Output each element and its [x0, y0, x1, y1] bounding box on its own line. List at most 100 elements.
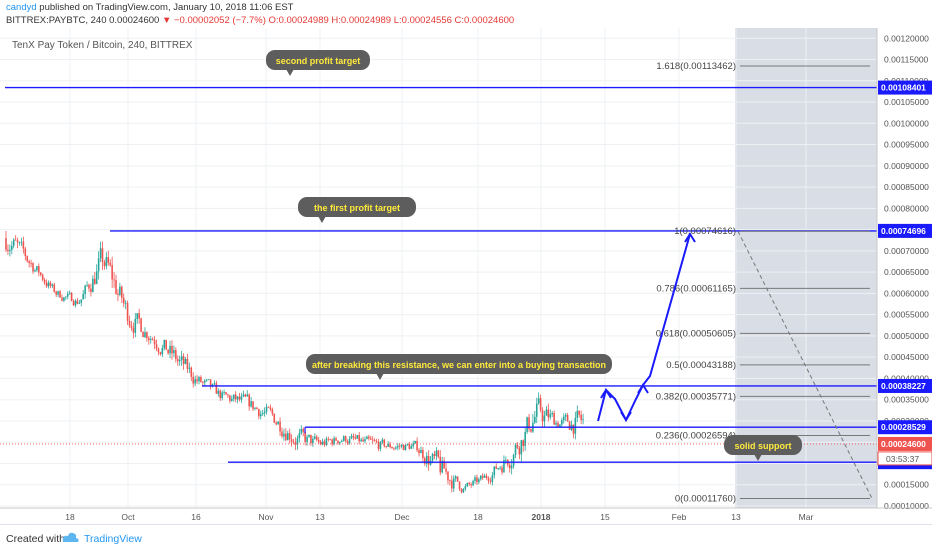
author-link[interactable]: candyd: [6, 2, 37, 13]
tradingview-cloud-icon: [62, 532, 79, 542]
candle-body: [479, 475, 482, 480]
candle-body: [535, 403, 538, 417]
candle-body: [72, 301, 75, 306]
candle-body: [495, 466, 498, 469]
time-axis[interactable]: 18 Oct 16 Nov 13 Dec 18 2018 15 Feb 13 Mar: [65, 512, 813, 522]
callout-text: solid support: [735, 441, 792, 451]
callout-tail: [318, 216, 326, 223]
candle-body: [76, 300, 79, 304]
y-tick-label: 0.00045000: [884, 352, 929, 362]
candle-body: [358, 435, 360, 442]
tradingview-brand[interactable]: TradingView: [84, 533, 142, 545]
created-with-text: Created with: [6, 533, 65, 545]
candle-body: [497, 468, 499, 469]
callout-text: after breaking this resistance, we can e…: [312, 360, 606, 370]
symbol-price: BITTREX:PAYBTC, 240 0.00024600: [6, 15, 162, 26]
candle-body: [288, 433, 291, 440]
x-tick-label: 15: [600, 512, 610, 522]
candle-body: [148, 338, 150, 340]
candle-body: [371, 439, 374, 441]
callout-resistance-note[interactable]: after breaking this resistance, we can e…: [306, 354, 612, 380]
candle-body: [342, 436, 345, 441]
callout-first-profit-target[interactable]: the first profit target: [298, 197, 416, 223]
candle-body: [427, 455, 430, 465]
candle-body: [92, 278, 94, 293]
candle-body: [526, 417, 528, 432]
candle-body: [410, 446, 413, 449]
candle-body: [424, 458, 426, 464]
candle-body: [344, 436, 347, 442]
candle-body: [248, 394, 250, 407]
candle-body: [576, 410, 579, 418]
candle-body: [337, 440, 339, 444]
candle-body: [389, 443, 391, 448]
candle-body: [578, 410, 581, 415]
price-chart[interactable]: TenX Pay Token / Bitcoin, 240, BITTREX 1…: [0, 28, 932, 524]
y-tick-label: 0.00120000: [884, 33, 929, 43]
candle-body: [547, 409, 550, 418]
candle-body: [549, 414, 552, 418]
level-price-text: 0.00038227: [881, 381, 926, 391]
candle-body: [39, 272, 42, 275]
candle-body: [456, 476, 459, 482]
candle-body: [354, 437, 357, 439]
y-tick-label: 0.00065000: [884, 267, 929, 277]
candle-body: [90, 288, 92, 293]
callout-solid-support[interactable]: solid support: [724, 435, 802, 461]
candle-body: [238, 396, 241, 400]
candle-body: [468, 483, 470, 485]
candle-body: [105, 257, 108, 267]
candle-body: [541, 410, 544, 422]
candle-body: [252, 401, 254, 409]
candle-body: [314, 436, 316, 439]
horizontal-level-lines[interactable]: [5, 86, 877, 463]
candle-body: [537, 398, 540, 404]
callout-second-profit-target[interactable]: second profit target: [266, 50, 370, 76]
candle-body: [574, 417, 577, 434]
candle-body: [381, 439, 384, 443]
candle-body: [566, 414, 569, 422]
candle-body: [275, 422, 277, 425]
candle-body: [350, 435, 353, 439]
candle-body: [377, 441, 380, 449]
candle-body: [518, 447, 521, 455]
candle-body: [236, 396, 239, 400]
y-tick-label: 0.00080000: [884, 203, 929, 213]
price-change: ▼ −0.00002052 (−7.7%): [161, 15, 266, 26]
last-price-text: 0.00024600: [881, 439, 926, 449]
candle-body: [161, 348, 164, 355]
plot-background: [0, 28, 877, 508]
y-tick-label: 0.00055000: [884, 310, 929, 320]
candle-body: [186, 358, 189, 369]
candle-body: [395, 447, 397, 449]
candle-body: [553, 413, 555, 425]
candle-body: [36, 266, 38, 271]
candle-body: [217, 390, 220, 394]
candle-body: [452, 478, 455, 489]
candle-body: [476, 477, 478, 483]
candle-body: [151, 339, 154, 341]
callout-bubble: [266, 50, 370, 70]
x-tick-label: Feb: [672, 512, 687, 522]
candle-body: [53, 284, 56, 292]
candle-body: [564, 414, 567, 417]
candle-body: [543, 415, 546, 422]
candle-body: [107, 257, 110, 263]
candle-body: [256, 407, 258, 410]
candle-body: [458, 481, 461, 489]
projection-arrows[interactable]: [597, 232, 696, 423]
candle-body: [254, 407, 256, 409]
candle-body: [57, 291, 59, 295]
candle-body: [203, 380, 206, 383]
projection-arrowhead: [620, 411, 632, 422]
level-price-text: 0.00074696: [881, 226, 926, 236]
callout-bubble: [724, 435, 802, 455]
candle-body: [375, 440, 378, 442]
candle-body: [159, 352, 162, 355]
annotation-callouts[interactable]: second profit target the first profit tar…: [266, 50, 802, 461]
fibonacci-retracement[interactable]: 1.618(0.00113462) 1(0.00074616) 0.786(0.00…: [656, 61, 873, 505]
candle-body: [18, 242, 21, 244]
candle-body: [279, 421, 281, 432]
candle-body: [281, 431, 283, 437]
candle-body: [184, 358, 187, 364]
